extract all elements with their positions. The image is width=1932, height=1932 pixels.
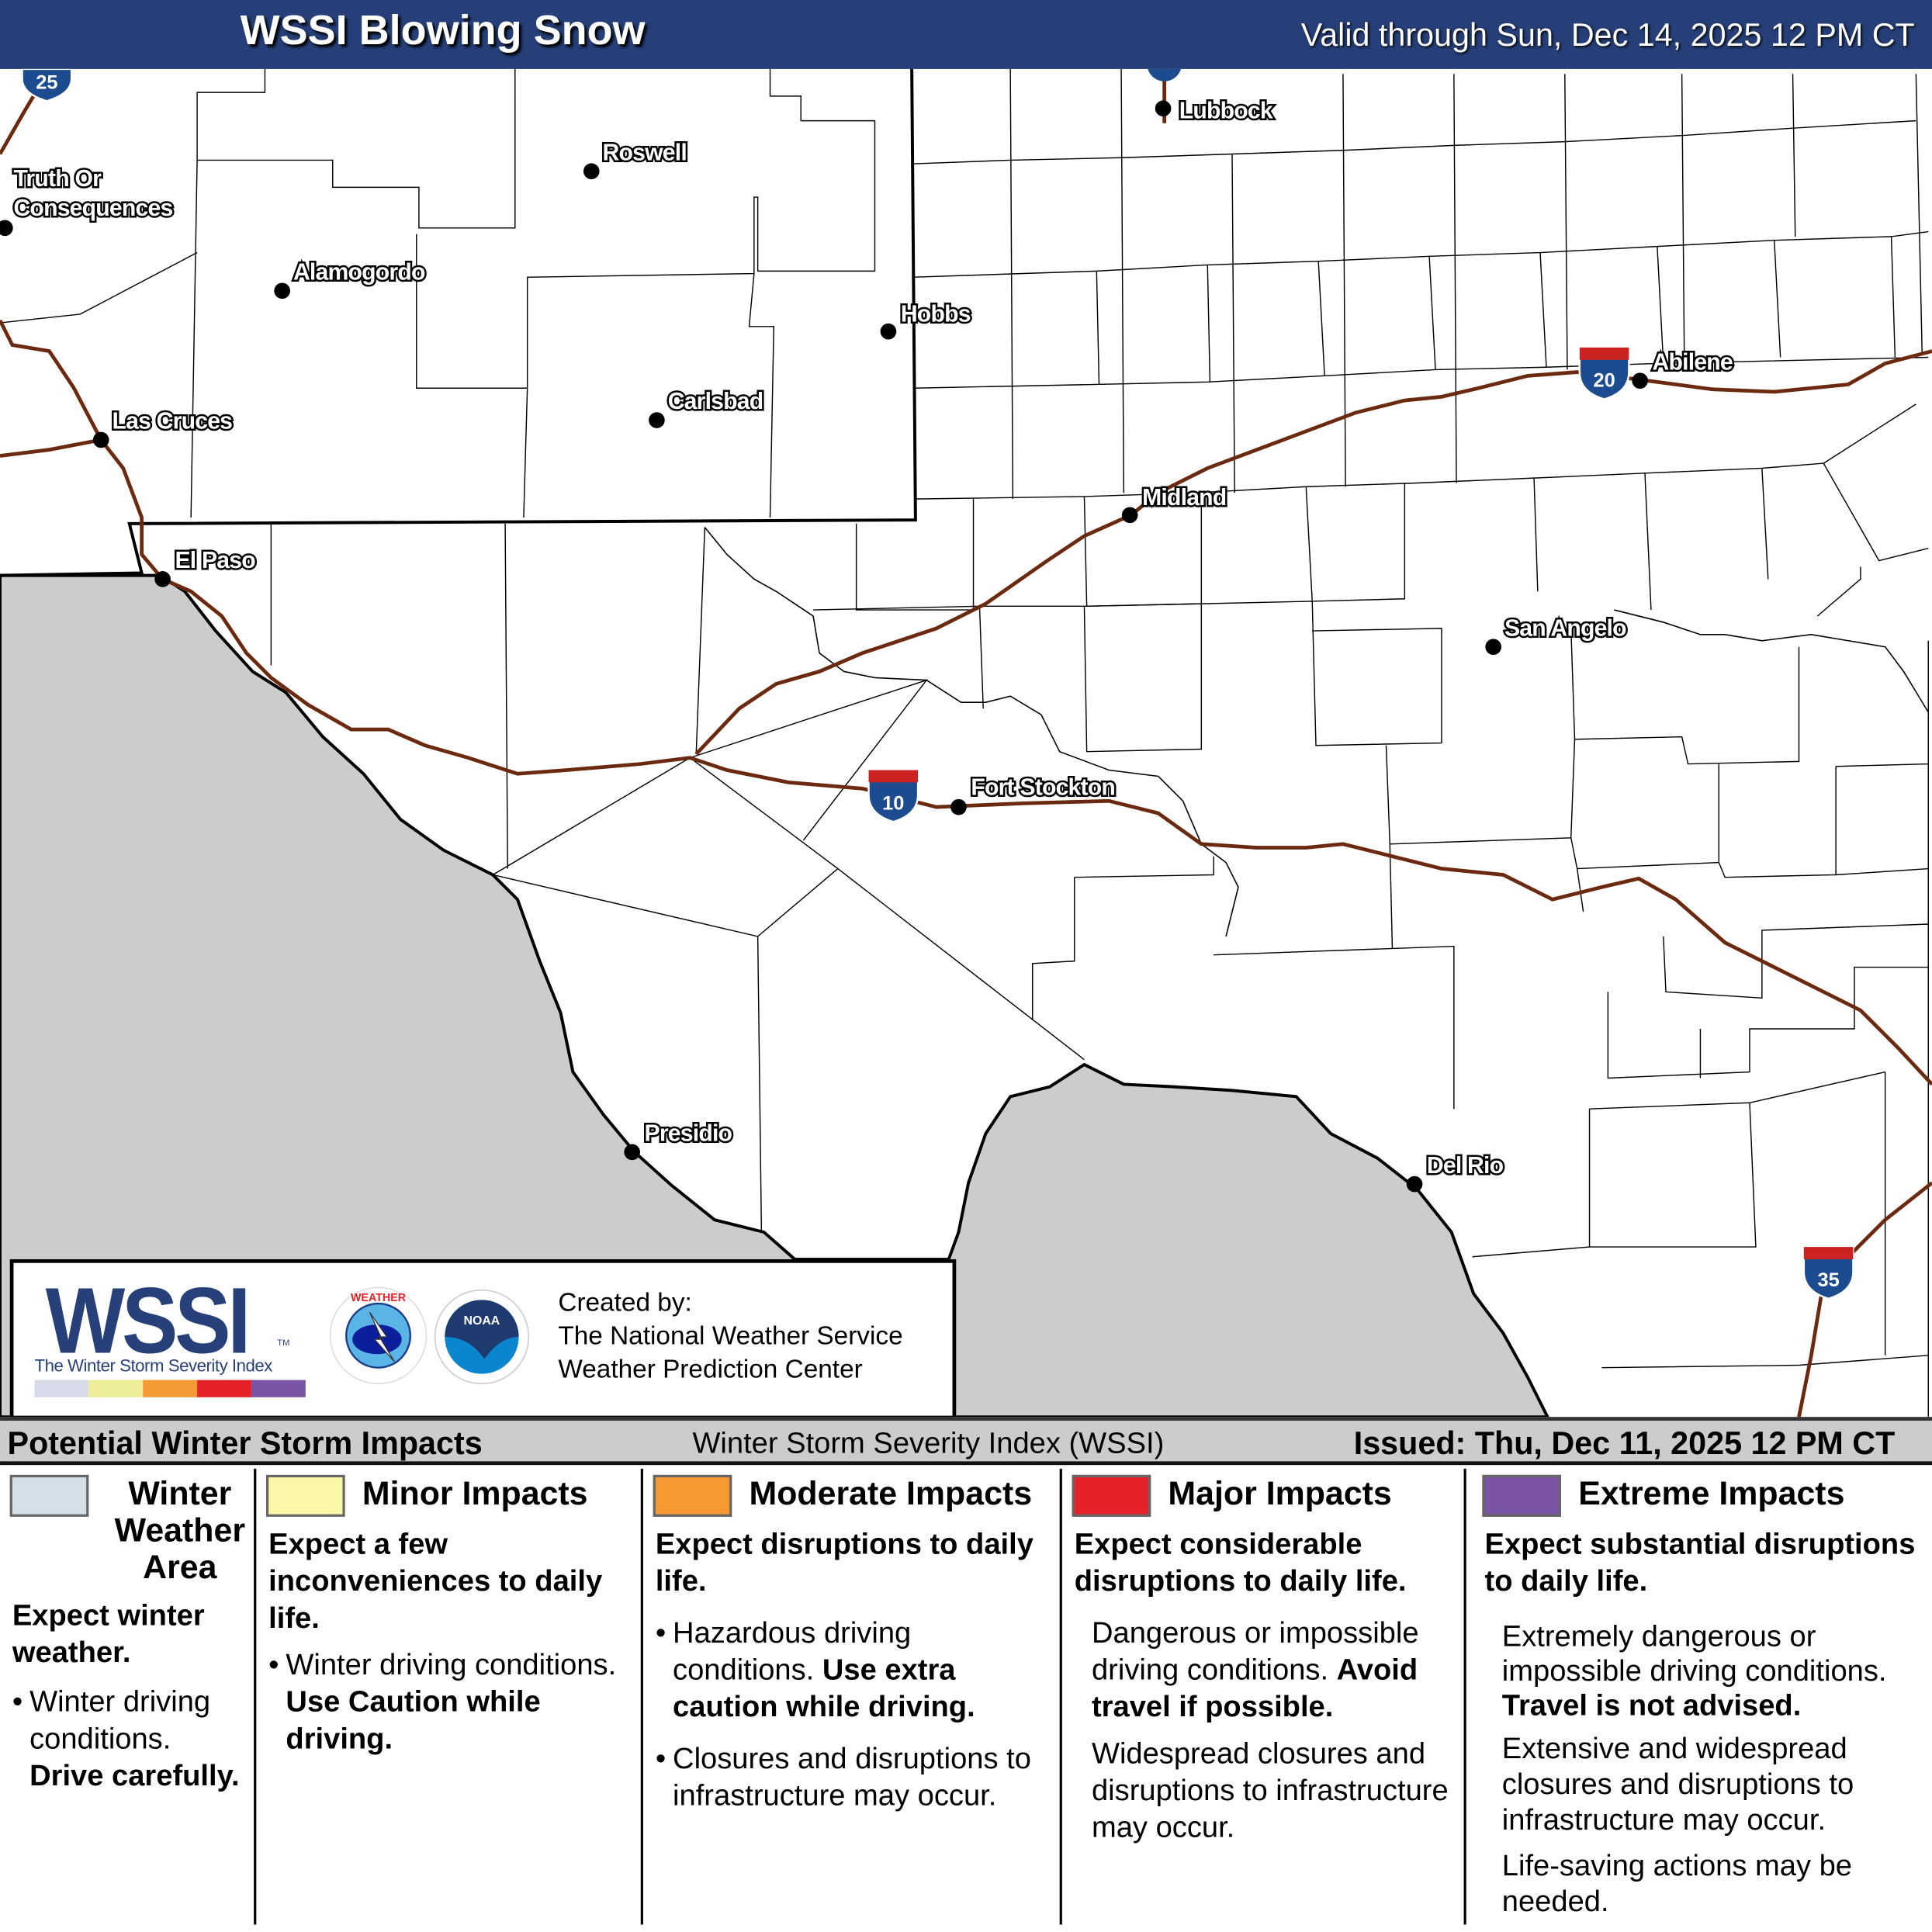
created-by: Created by: The National Weather Service… <box>558 1286 902 1387</box>
category-summary: Expect disruptions to daily life. <box>655 1528 1034 1598</box>
bullet: Life-saving actions may be needed. <box>1501 1849 1853 1919</box>
bullet: Extremely dangerous or impossible drivin… <box>1501 1620 1887 1723</box>
category-name: Minor Impacts <box>362 1474 588 1512</box>
interstate-highways <box>0 68 1932 1418</box>
legend-major-impacts: Major Impacts Expect considerable disrup… <box>1072 1469 1462 1925</box>
bullet: Extensive and widespread closures and di… <box>1501 1732 1854 1837</box>
interstate-10-shield: 10 <box>867 769 919 823</box>
legend-index-name: Winter Storm Severity Index (WSSI) <box>692 1426 1165 1460</box>
issued-time: Issued: Thu, Dec 11, 2025 12 PM CT <box>1353 1424 1896 1462</box>
city-san-angelo: San Angelo <box>1504 615 1626 641</box>
city-lubbock: Lubbock <box>1179 98 1273 123</box>
category-name: Major Impacts <box>1168 1474 1392 1512</box>
bullet: Dangerous or impossible driving conditio… <box>1091 1616 1419 1724</box>
legend-extreme-impacts: Extreme Impacts Expect substantial disru… <box>1482 1469 1928 1925</box>
created-by-wpc: Weather Prediction Center <box>558 1355 863 1384</box>
legend-divider <box>1463 1468 1466 1925</box>
city-presidio: Presidio <box>645 1120 732 1146</box>
legend-header: Potential Winter Storm Impacts Winter St… <box>0 1417 1932 1466</box>
interstate-25-shield: 25 <box>21 68 73 102</box>
created-by-nws: The National Weather Service <box>558 1321 903 1351</box>
wssi-subtitle: The Winter Storm Severity Index <box>34 1355 272 1376</box>
extreme-impacts-swatch <box>1482 1474 1562 1517</box>
city-labels: Lubbock Roswell Truth Or Consequences Al… <box>12 96 1735 1180</box>
legend-divider <box>640 1468 643 1925</box>
category-name: Winter Weather Area <box>114 1474 246 1586</box>
city-hobbs: Hobbs <box>901 301 971 327</box>
color-bar-segment <box>251 1380 306 1397</box>
winter-weather-swatch <box>9 1474 89 1517</box>
nws-logo-icon: WEATHER <box>329 1286 428 1385</box>
map: 25 20 10 35 <box>0 68 1932 1418</box>
moderate-impacts-swatch <box>653 1474 732 1517</box>
city-roswell: Roswell <box>603 140 687 165</box>
wssi-logo-text: WSSI <box>45 1269 251 1374</box>
city-el-paso: El Paso <box>175 548 255 573</box>
legend-winter-weather-area: Winter Weather Area Expect winter weathe… <box>9 1469 254 1925</box>
interstate-shields: 25 20 10 35 <box>21 68 1854 1300</box>
category-name: Moderate Impacts <box>749 1474 1033 1512</box>
bullet: Winter driving conditions.Drive carefull… <box>12 1684 259 1795</box>
bullet: Hazardous driving conditions. Use extra … <box>656 1615 1050 1726</box>
color-bar-segment <box>34 1380 89 1397</box>
svg-text:20: 20 <box>1593 370 1615 392</box>
wssi-logo-box: WSSI TM The Winter Storm Severity Index … <box>9 1259 957 1420</box>
bullet: Closures and disruptions to infrastructu… <box>656 1741 1050 1815</box>
legend-moderate-impacts: Moderate Impacts Expect disruptions to d… <box>653 1469 1058 1925</box>
interstate-20-shield: 20 <box>1578 346 1630 400</box>
trademark: TM <box>277 1339 290 1349</box>
city-truth-or-consequences-2: Consequences <box>13 196 172 221</box>
wssi-color-bar <box>34 1380 306 1397</box>
color-bar-segment <box>143 1380 198 1397</box>
noaa-logo-icon: NOAA <box>434 1289 530 1385</box>
river-lines <box>704 527 1929 937</box>
category-name: Extreme Impacts <box>1578 1474 1845 1512</box>
city-abilene: Abilene <box>1653 349 1733 375</box>
category-summary: Expect a few inconveniences to daily lif… <box>268 1528 603 1636</box>
city-midland: Midland <box>1142 485 1226 511</box>
created-by-label: Created by: <box>558 1289 692 1317</box>
city-del-rio: Del Rio <box>1427 1153 1504 1179</box>
svg-text:NOAA: NOAA <box>464 1314 500 1328</box>
legend-minor-impacts: Minor Impacts Expect a few inconvenience… <box>266 1469 639 1925</box>
svg-text:10: 10 <box>882 792 904 814</box>
valid-through: Valid through Sun, Dec 14, 2025 12 PM CT <box>1300 16 1915 54</box>
city-carlsbad: Carlsbad <box>668 389 763 414</box>
map-title: WSSI Blowing Snow <box>240 7 646 54</box>
city-fort-stockton: Fort Stockton <box>971 774 1115 800</box>
color-bar-segment <box>88 1380 144 1397</box>
svg-text:WEATHER: WEATHER <box>351 1292 407 1304</box>
color-bar-segment <box>197 1380 251 1397</box>
city-alamogordo: Alamogordo <box>293 259 425 285</box>
bullet: Widespread closures and disruptions to i… <box>1091 1737 1449 1845</box>
city-dots <box>0 100 1648 1193</box>
svg-text:25: 25 <box>36 71 57 93</box>
city-las-cruces: Las Cruces <box>113 409 233 435</box>
category-summary: Expect winter weather. <box>12 1599 205 1670</box>
county-lines <box>0 68 1929 1418</box>
interstate-27-shield-partial <box>1148 68 1181 81</box>
svg-text:35: 35 <box>1817 1269 1839 1291</box>
city-truth-or-consequences-1: Truth Or <box>13 166 102 192</box>
legend-divider <box>1059 1468 1062 1925</box>
minor-impacts-swatch <box>266 1474 345 1517</box>
category-summary: Expect substantial disruptions to daily … <box>1484 1528 1916 1598</box>
legend-title: Potential Winter Storm Impacts <box>7 1424 483 1462</box>
bullet: Winter driving conditions. Use Caution w… <box>268 1647 638 1758</box>
state-boundary-nm-tx <box>0 68 917 577</box>
major-impacts-swatch <box>1072 1474 1151 1517</box>
header-bar: WSSI Blowing Snow Valid through Sun, Dec… <box>0 0 1932 69</box>
interstate-35-shield: 35 <box>1802 1245 1854 1300</box>
category-summary: Expect considerable disruptions to daily… <box>1074 1528 1407 1598</box>
